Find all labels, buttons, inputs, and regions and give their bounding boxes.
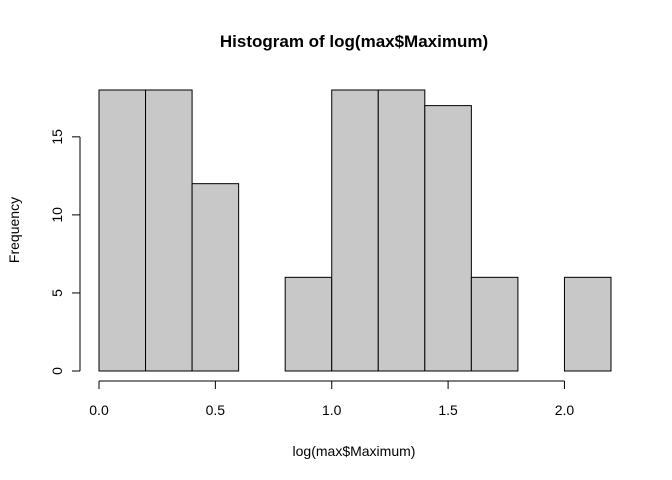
x-tick-label-2: 1.0 <box>322 402 342 418</box>
y-tick-label-3: 15 <box>49 129 65 145</box>
histogram-bar-5 <box>331 89 379 372</box>
x-tick-label-4: 2.0 <box>555 402 575 418</box>
y-tick-label-1: 5 <box>49 289 65 297</box>
x-axis-label: log(max$Maximum) <box>293 443 416 459</box>
y-tick-label-2: 10 <box>49 207 65 223</box>
histogram-bar-0 <box>98 89 147 372</box>
y-tick-label-0: 0 <box>49 367 65 375</box>
histogram-bar-2 <box>191 183 240 372</box>
histogram-bar-6 <box>377 89 426 372</box>
x-tick-label-0: 0.0 <box>89 402 109 418</box>
y-axis: 0 5 10 15 <box>49 129 81 375</box>
histogram-bar-10 <box>563 276 612 372</box>
histogram-bar-8 <box>470 276 519 372</box>
bars-group <box>98 89 612 372</box>
x-tick-label-3: 1.5 <box>438 402 458 418</box>
histogram-bar-4 <box>284 276 333 372</box>
chart-title: Histogram of log(max$Maximum) <box>220 32 488 51</box>
x-axis: 0.0 0.5 1.0 1.5 2.0 <box>89 380 575 418</box>
x-tick-label-1: 0.5 <box>206 402 226 418</box>
histogram-bar-7 <box>424 105 472 372</box>
histogram-bar-1 <box>145 89 193 372</box>
y-axis-label: Frequency <box>6 197 22 263</box>
